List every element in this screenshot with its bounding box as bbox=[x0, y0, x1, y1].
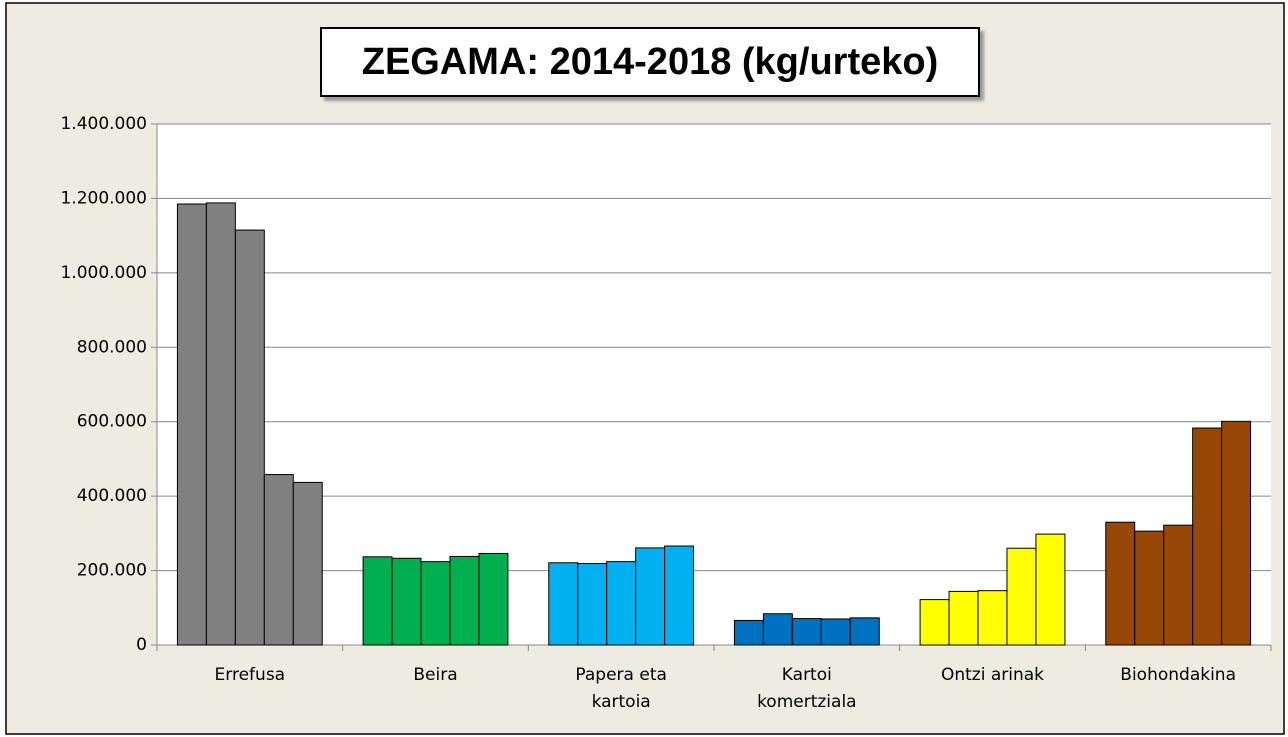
bar bbox=[548, 562, 579, 646]
y-tick-label: 800.000 bbox=[77, 337, 147, 357]
bar bbox=[176, 203, 207, 646]
y-tick-label: 1.200.000 bbox=[60, 188, 147, 208]
bar bbox=[292, 481, 323, 646]
plot-area bbox=[157, 124, 1271, 645]
bar bbox=[1105, 521, 1136, 646]
x-tick-label: Kartoi komertziala bbox=[757, 665, 857, 712]
x-tick-label: Ontzi arinak bbox=[940, 665, 1045, 685]
bar bbox=[820, 618, 851, 646]
x-tick-label: Biohondakina bbox=[1120, 665, 1237, 685]
bar bbox=[977, 590, 1008, 646]
y-tick-label: 200.000 bbox=[77, 561, 147, 581]
bar bbox=[635, 547, 666, 646]
chart-title: ZEGAMA: 2014-2018 (kg/urteko) bbox=[320, 27, 980, 97]
x-tick-label: Errefusa bbox=[214, 665, 286, 685]
bar bbox=[263, 474, 294, 646]
bar bbox=[362, 556, 393, 646]
bar bbox=[606, 561, 637, 646]
y-tick-label: 0 bbox=[136, 635, 147, 655]
bar bbox=[234, 229, 265, 646]
bar bbox=[1035, 533, 1066, 646]
bar bbox=[205, 202, 236, 646]
bar bbox=[1006, 547, 1037, 646]
y-tick-label: 1.400.000 bbox=[60, 114, 147, 134]
bar bbox=[919, 599, 950, 646]
x-tick-label: Papera eta kartoia bbox=[575, 665, 667, 712]
bar bbox=[1221, 420, 1252, 646]
bar bbox=[762, 613, 793, 646]
bar bbox=[478, 552, 509, 646]
bar bbox=[849, 617, 880, 646]
bar bbox=[733, 619, 764, 646]
bar bbox=[420, 561, 451, 646]
y-tick-label: 1.000.000 bbox=[60, 263, 147, 283]
bar bbox=[1134, 530, 1165, 646]
y-tick-label: 600.000 bbox=[77, 412, 147, 432]
bar bbox=[664, 545, 695, 646]
bar bbox=[791, 618, 822, 646]
bar bbox=[1192, 427, 1223, 646]
x-tick-label: Beira bbox=[413, 665, 458, 685]
bar bbox=[391, 557, 422, 646]
bar bbox=[449, 555, 480, 646]
bar bbox=[1163, 524, 1194, 646]
bar bbox=[577, 563, 608, 646]
bar bbox=[948, 590, 979, 646]
y-tick-label: 400.000 bbox=[77, 486, 147, 506]
